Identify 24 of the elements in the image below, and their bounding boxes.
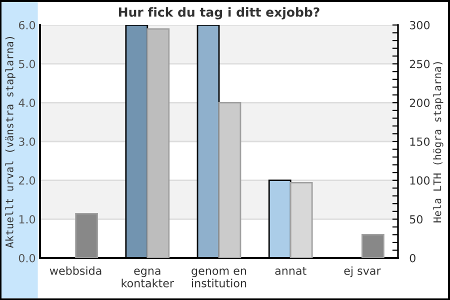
x-tick-label: egna kontakter — [122, 268, 174, 288]
y2-tick-label: 100 — [410, 176, 430, 185]
y-tick-label: 1.0 — [19, 215, 36, 224]
y2-tick-label: 50 — [410, 215, 423, 224]
chart-title: Hur fick du tag i ditt exjobb? — [118, 7, 320, 20]
y2-tick-label: 150 — [410, 137, 430, 146]
y-tick-label: 0.0 — [18, 254, 36, 262]
y2-tick-label: 200 — [410, 98, 430, 108]
y2-tick-label: 250 — [410, 60, 430, 68]
y-tick-label: 5.0 — [19, 60, 36, 68]
y2-tick-label: 300 — [410, 20, 430, 30]
y-tick-label: 4.0 — [18, 98, 36, 108]
y-axis-title: Aktuellt urval (vänstra staplarna) — [5, 37, 16, 248]
x-tick-label: genom en institution — [192, 268, 246, 288]
x-tick-label: webbsida — [50, 266, 102, 275]
x-tick-label: ej svar — [344, 266, 381, 278]
y-tick-label: 2.0 — [18, 176, 36, 185]
x-tick-label: annat — [275, 266, 306, 275]
y-tick-label: 3.0 — [19, 137, 36, 146]
y2-axis-title: Hela LTH (högra staplarna) — [433, 62, 444, 222]
y-tick-label: 6.0 — [18, 20, 36, 30]
y2-tick-label: 0 — [410, 254, 416, 262]
bar — [75, 213, 98, 258]
bar — [362, 234, 384, 258]
